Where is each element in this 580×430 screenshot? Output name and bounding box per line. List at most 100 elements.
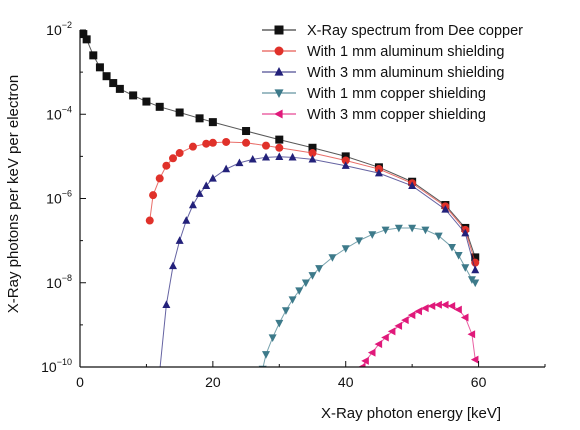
series-3-point bbox=[275, 152, 284, 160]
series-3-point bbox=[248, 154, 257, 163]
y-tick-label: 10−4 bbox=[46, 104, 72, 122]
series-3-point bbox=[308, 154, 317, 163]
series-3-point bbox=[408, 181, 417, 190]
series-5-point bbox=[460, 313, 469, 322]
series-1-point bbox=[115, 84, 124, 93]
series-2-point bbox=[175, 149, 184, 158]
legend-label: X-Ray spectrum from Dee copper bbox=[307, 23, 523, 39]
series-4-point bbox=[454, 252, 463, 260]
series-4-point bbox=[421, 226, 430, 235]
series-2-point bbox=[145, 216, 154, 225]
series-3-point bbox=[461, 228, 470, 237]
series-1-point bbox=[175, 108, 184, 117]
legend-label: With 1 mm copper shielding bbox=[307, 86, 486, 102]
series-4-point bbox=[355, 237, 363, 246]
series-2-point bbox=[471, 258, 480, 267]
series-1-point bbox=[208, 118, 217, 127]
series-4-point bbox=[315, 265, 324, 273]
plot-series-layer bbox=[80, 30, 480, 367]
series-1-point bbox=[80, 30, 88, 39]
legend-entry-5: With 3 mm copper shielding bbox=[262, 107, 486, 123]
series-3-point bbox=[374, 168, 383, 177]
series-4-point bbox=[288, 296, 297, 304]
series-1-point bbox=[95, 63, 104, 72]
series-1-point bbox=[142, 97, 151, 106]
series-2-point bbox=[341, 156, 350, 165]
series-2-point bbox=[188, 142, 197, 151]
series-5-point bbox=[367, 348, 376, 357]
series-2-point bbox=[162, 161, 171, 170]
series-5-point bbox=[447, 302, 456, 311]
series-3-point bbox=[175, 236, 184, 244]
series-4-point bbox=[434, 232, 443, 241]
series-5-point bbox=[467, 330, 476, 339]
series-2-point bbox=[202, 139, 211, 148]
legend-marker bbox=[274, 89, 284, 98]
series-3-point bbox=[195, 189, 204, 197]
series-2-point bbox=[208, 138, 217, 147]
series-3-point bbox=[208, 174, 217, 182]
series-5-point bbox=[394, 321, 403, 330]
series-1-point bbox=[341, 152, 350, 161]
series-1-point bbox=[129, 91, 138, 100]
y-axis-title: X-Ray photons per keV per electron bbox=[5, 75, 22, 313]
series-4 bbox=[258, 224, 480, 367]
y-tick-label: 10−6 bbox=[46, 189, 72, 207]
series-1-point bbox=[155, 102, 164, 111]
legend-label: With 3 mm copper shielding bbox=[307, 107, 486, 123]
series-5-point bbox=[470, 355, 479, 364]
series-5-point bbox=[454, 305, 462, 314]
series-4-point bbox=[408, 224, 417, 233]
series-1-point bbox=[89, 51, 98, 60]
series-4-point bbox=[275, 319, 284, 328]
series-2-point bbox=[222, 137, 231, 146]
series-5-point bbox=[357, 363, 366, 367]
series-5-point bbox=[427, 302, 436, 311]
series-5-line bbox=[361, 304, 476, 367]
y-tick-label: 10−10 bbox=[41, 357, 72, 375]
series-2-point bbox=[149, 191, 158, 200]
series-2-point bbox=[242, 138, 251, 147]
series-4-point bbox=[301, 279, 310, 288]
series-4-point bbox=[461, 264, 470, 272]
series-4-point bbox=[281, 307, 290, 315]
series-4-point bbox=[308, 272, 317, 280]
legend-label: With 3 mm aluminum shielding bbox=[307, 65, 504, 81]
y-tick-label: 10−2 bbox=[46, 20, 72, 38]
x-tick-label: 0 bbox=[76, 374, 84, 390]
series-2-point bbox=[308, 149, 317, 158]
legend-entry-3: With 3 mm aluminum shielding bbox=[262, 65, 504, 81]
series-5-point bbox=[387, 327, 396, 336]
series-1-point bbox=[242, 127, 251, 136]
legend-marker bbox=[274, 46, 284, 56]
series-3-point bbox=[159, 366, 160, 367]
series-4-point bbox=[471, 279, 480, 288]
series-4-point bbox=[368, 231, 377, 239]
series-3-point bbox=[341, 161, 350, 169]
series-3-point bbox=[182, 216, 191, 224]
series-4-point bbox=[341, 245, 350, 253]
series-3-point bbox=[222, 164, 231, 173]
series-3-point bbox=[441, 205, 450, 213]
series-5 bbox=[357, 300, 479, 367]
legend-entry-4: With 1 mm copper shielding bbox=[262, 86, 486, 102]
legend: X-Ray spectrum from Dee copper With 1 mm … bbox=[262, 23, 523, 123]
series-5-point bbox=[440, 300, 449, 309]
series-3-point bbox=[235, 158, 244, 167]
series-5-point bbox=[407, 311, 416, 320]
series-3-point bbox=[262, 152, 270, 161]
series-5-point bbox=[414, 307, 422, 316]
y-tick-label: 10−8 bbox=[46, 273, 72, 291]
x-tick-label: 20 bbox=[205, 374, 221, 390]
legend-entry-2: With 1 mm aluminum shielding bbox=[262, 44, 504, 60]
series-5-point bbox=[401, 316, 409, 325]
series-1-point bbox=[308, 143, 317, 152]
series-3 bbox=[159, 152, 480, 367]
axes-layer: 0 20 40 60 10−10 10−8 10−6 10−4 10−2 bbox=[41, 20, 546, 390]
series-2-point bbox=[169, 154, 177, 163]
series-1-point bbox=[82, 35, 91, 44]
x-tick-label: 40 bbox=[338, 374, 354, 390]
series-3-point bbox=[471, 265, 480, 274]
series-2-point bbox=[155, 174, 164, 183]
x-tick-label: 60 bbox=[471, 374, 487, 390]
